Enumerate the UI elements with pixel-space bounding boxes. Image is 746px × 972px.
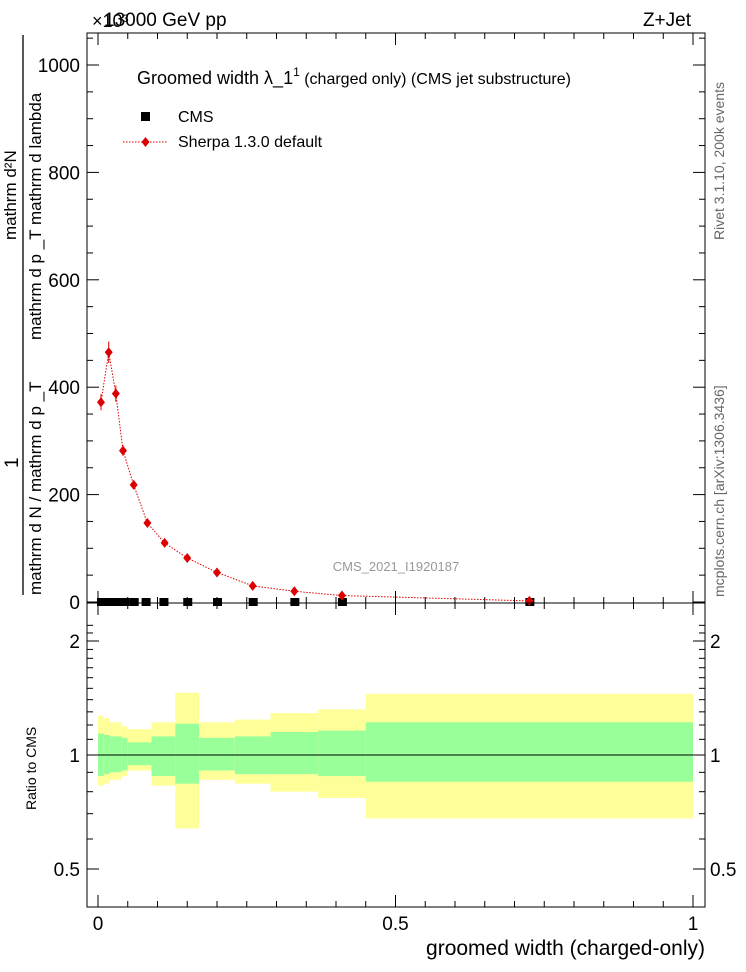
ratio-x-tick-label: 0 — [93, 914, 104, 935]
mc-data-point — [290, 586, 299, 597]
ratio-y-axis-title: Ratio to CMS — [23, 727, 39, 810]
main-data-layer — [96, 341, 535, 606]
ylabel-denominator: mathrm d N / mathrm d p _T — [26, 382, 45, 596]
mc-data-point — [129, 479, 138, 490]
header-left: 13000 GeV pp — [104, 10, 227, 31]
cms-data-point — [213, 598, 222, 606]
ylabel-superscript: mathrm d²N — [1, 150, 20, 240]
main-y-axis-title: 1 mathrm d²N mathrm d N / mathrm d p _T … — [1, 35, 45, 595]
mc-data-point — [248, 580, 257, 591]
cms-data-point — [337, 598, 347, 606]
legend-mc-marker — [141, 137, 150, 147]
ylabel-numerator: 1 — [2, 457, 23, 468]
cms-data-point — [114, 598, 124, 606]
mc-data-point — [104, 347, 113, 358]
mc-line — [100, 352, 530, 602]
legend-mc-label: Sherpa 1.3.0 default — [178, 134, 323, 151]
ratio-y-tick-label: 1 — [69, 746, 80, 767]
analysis-watermark: CMS_2021_I1920187 — [333, 559, 460, 574]
cms-data-point — [141, 598, 151, 606]
legend-title-sup: 1 — [293, 65, 300, 79]
mc-data-point — [118, 445, 127, 456]
main-y-tick-label: 1000 — [38, 56, 80, 77]
ratio-band-inner — [365, 722, 693, 782]
rivet-label: Rivet 3.1.10, 200k events — [711, 82, 727, 240]
ratio-y-tick-label: 2 — [69, 632, 80, 653]
ratio-x-tick-label: 1 — [688, 914, 699, 935]
x-axis-title: groomed width (charged-only) — [426, 937, 705, 960]
legend-title-main: Groomed width λ_1 — [137, 68, 293, 89]
ratio-band-inner — [199, 737, 235, 771]
cms-data-point — [159, 598, 169, 606]
exponent-label: ×10³ — [92, 11, 129, 31]
ylabel-fraction: mathrm d p _T mathrm d lambda — [26, 92, 45, 340]
mc-data-point — [337, 590, 346, 601]
legend-cms-marker — [141, 112, 150, 121]
mc-data-point — [183, 552, 192, 563]
ratio-band-inner — [175, 723, 200, 784]
cms-data-point — [129, 598, 139, 606]
cms-data-point — [120, 598, 130, 606]
cms-data-point — [102, 598, 112, 606]
ratio-x-tick-label: 0.5 — [382, 914, 408, 935]
legend-title: Groomed width λ_11 (charged only) (CMS j… — [137, 65, 571, 89]
mc-data-point — [213, 567, 221, 578]
legend: Groomed width λ_11 (charged only) (CMS j… — [123, 65, 571, 151]
ratio-band-inner — [151, 736, 176, 777]
legend-cms-label: CMS — [178, 109, 214, 126]
ratio-band-inner — [121, 737, 128, 771]
ratio-bands — [98, 692, 693, 829]
main-y-ticks: 0 200 400 600 800 1000 — [38, 37, 705, 614]
main-y-tick-label: 600 — [48, 271, 80, 292]
legend-title-rest: (charged only) (CMS jet substructure) — [300, 71, 571, 88]
mcplots-label: mcplots.cern.ch [arXiv:1306.3436] — [711, 385, 727, 597]
ratio-band-inner — [127, 742, 152, 766]
mc-data-point — [143, 518, 152, 529]
ratio-y-tick-label-right: 0.5 — [710, 860, 736, 881]
main-y-tick-label: 800 — [48, 163, 80, 184]
mc-data-point — [111, 388, 120, 399]
mc-data-point — [160, 537, 169, 548]
header-right: Z+Jet — [643, 10, 692, 31]
cms-data-point — [248, 598, 258, 606]
main-y-tick-label: 0 — [69, 593, 80, 614]
ratio-ticks: 0 0.5 1 0.5 0.5 1 1 2 2 — [54, 603, 736, 935]
main-y-tick-label: 200 — [48, 486, 80, 507]
mc-data-point — [96, 397, 105, 408]
main-y-tick-label: 400 — [48, 378, 80, 399]
cms-data-point — [290, 598, 300, 606]
cms-data-point — [183, 598, 193, 606]
ratio-band-inner — [318, 730, 366, 777]
ratio-band-inner — [270, 732, 319, 775]
cms-data-point — [96, 598, 106, 606]
ratio-y-tick-label: 0.5 — [54, 860, 80, 881]
ratio-y-tick-label-right: 2 — [710, 632, 721, 653]
ratio-band-inner — [109, 736, 122, 773]
cms-data-point — [108, 598, 118, 606]
ratio-y-tick-label-right: 1 — [710, 746, 721, 767]
